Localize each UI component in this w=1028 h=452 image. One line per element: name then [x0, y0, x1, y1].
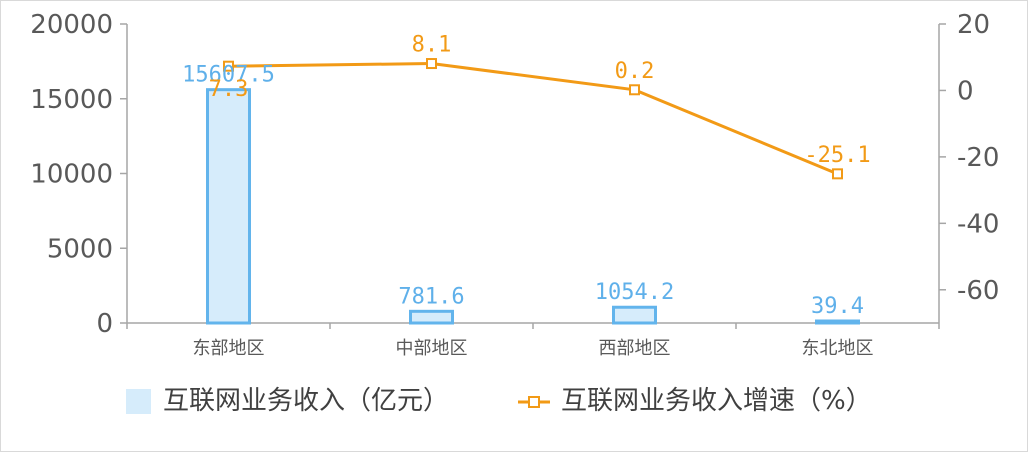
line-value-label: 7.3 [209, 77, 249, 102]
right-tick-label: 0 [957, 76, 974, 106]
line-point [426, 58, 437, 70]
bar-value-label: 781.6 [398, 284, 464, 309]
line-series [223, 58, 843, 180]
legend-bar-label: 互联网业务收入（亿元） [163, 386, 449, 416]
bar [206, 88, 251, 325]
line-value-label: 0.2 [615, 59, 655, 84]
right-tick-label: -20 [957, 143, 999, 173]
left-tick-label: 10000 [30, 160, 113, 190]
bar-value-label: 15607.5 [182, 63, 275, 88]
bar-value-label: 1054.2 [595, 280, 674, 305]
line-point [629, 84, 640, 96]
line-value-label: -25.1 [804, 143, 870, 168]
line-point [223, 60, 234, 72]
legend-line-label: 互联网业务收入增速（%） [561, 386, 872, 416]
right-tick-label: -60 [957, 276, 999, 306]
bar [815, 319, 860, 325]
legend-line-swatch-marker [528, 396, 540, 408]
x-tick-label: 东北地区 [802, 338, 874, 359]
x-tick-label: 中部地区 [396, 338, 468, 359]
growth-line [228, 62, 839, 176]
bar [612, 305, 657, 325]
legend-bar-swatch [126, 389, 151, 414]
left-tick-label: 5000 [47, 234, 113, 264]
bar [409, 309, 454, 325]
x-tick-label: 东部地区 [193, 338, 265, 359]
left-tick-label: 20000 [30, 10, 113, 40]
line-point [832, 168, 843, 180]
bar-value-label: 39.4 [811, 294, 864, 319]
x-tick-label: 西部地区 [599, 338, 671, 359]
right-tick-label: -40 [957, 209, 999, 239]
data-labels: 15607.5 781.6 1054.2 39.4 7.3 8.1 0.2 -25.1 [182, 33, 870, 319]
right-tick-label: 20 [957, 10, 990, 40]
bar-series [206, 88, 860, 325]
axes: 0 5000 10000 15000 20000 -60 -40 -20 0 20 东部地区 中部地区… [30, 10, 999, 359]
left-tick-label: 0 [96, 309, 113, 339]
line-value-label: 8.1 [412, 33, 452, 58]
left-tick-label: 15000 [30, 85, 113, 115]
legend: 互联网业务收入（亿元） 互联网业务收入增速（%） [126, 386, 872, 416]
